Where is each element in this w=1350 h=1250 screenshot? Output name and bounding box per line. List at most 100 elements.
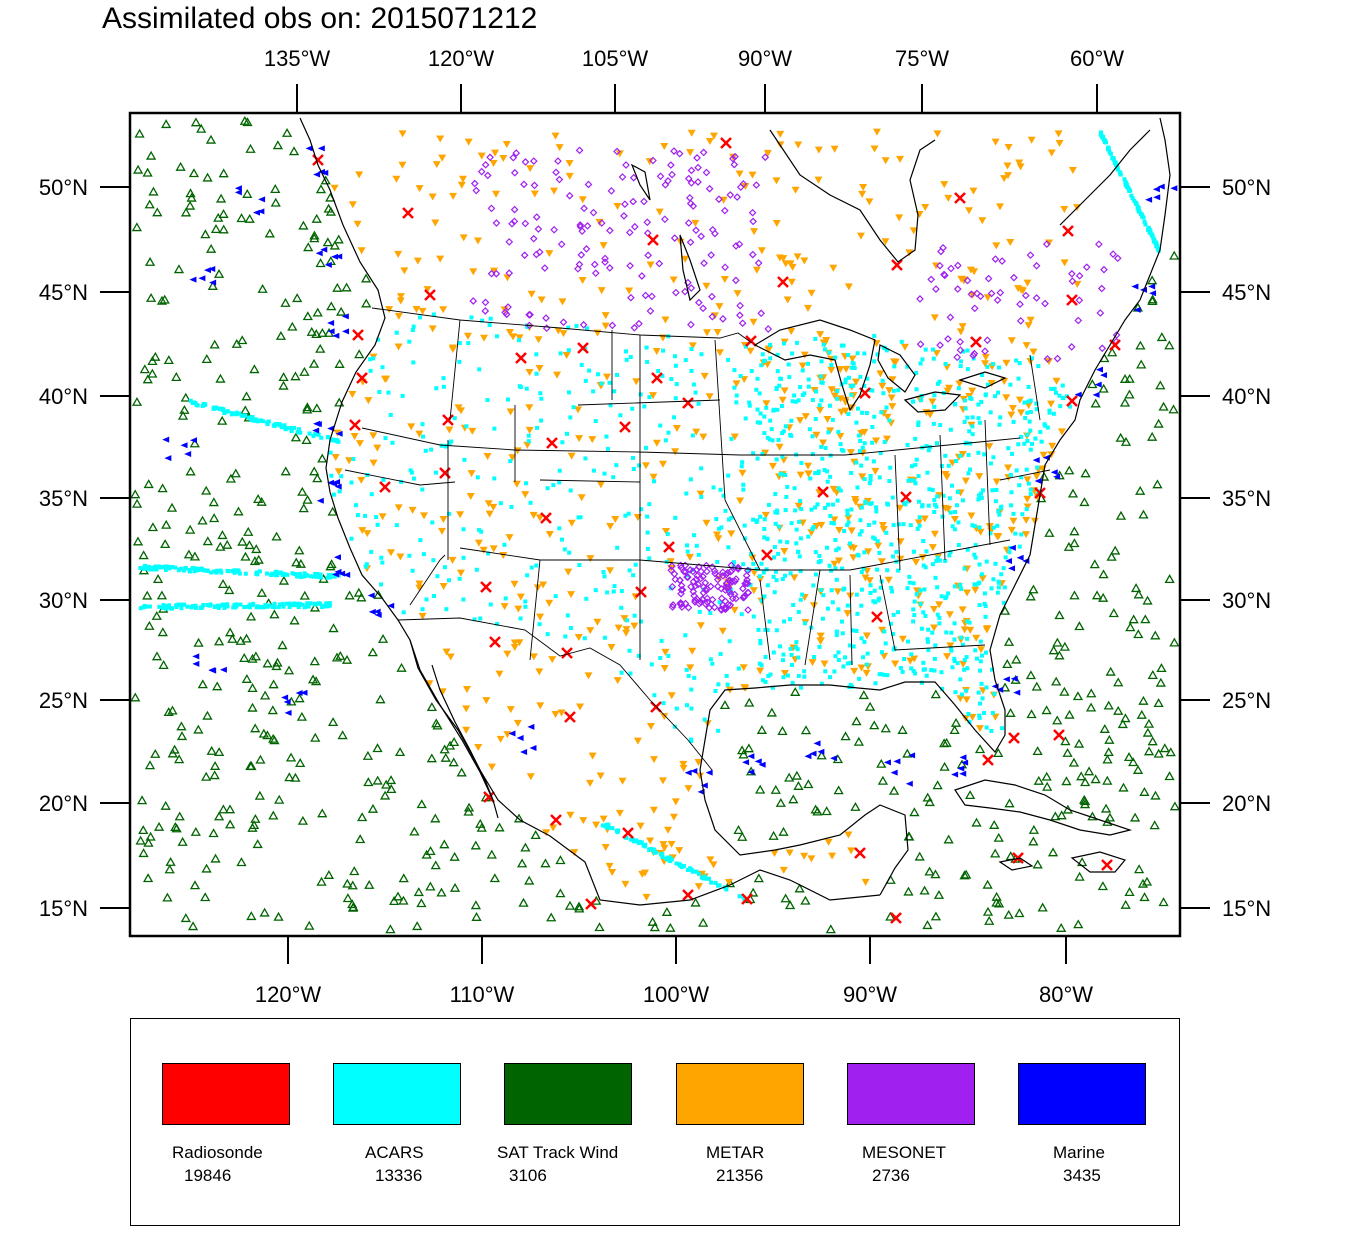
metar-marker <box>878 522 887 530</box>
acars-marker <box>697 609 702 614</box>
acars-marker <box>641 843 646 848</box>
sat-marker <box>239 115 250 125</box>
meso-marker <box>621 200 629 209</box>
metar-marker <box>646 837 655 845</box>
acars-marker <box>869 501 874 506</box>
sat-marker <box>206 745 217 755</box>
metar-marker <box>971 586 980 594</box>
acars-marker <box>905 364 910 369</box>
acars-marker <box>486 551 491 556</box>
acars-marker <box>798 536 803 541</box>
acars-marker <box>430 520 435 525</box>
acars-marker <box>639 507 644 512</box>
acars-marker <box>932 497 937 502</box>
sat-marker <box>1031 681 1042 691</box>
acars-marker <box>410 328 415 333</box>
metar-marker <box>567 519 576 527</box>
acars-marker <box>862 477 867 482</box>
acars-marker <box>965 367 970 372</box>
metar-marker <box>780 387 789 395</box>
acars-marker <box>565 613 570 618</box>
marine-marker <box>747 769 755 776</box>
marine-marker <box>1034 478 1042 485</box>
sat-marker <box>152 574 164 583</box>
meso-marker <box>702 586 711 595</box>
metar-marker <box>449 192 458 200</box>
acars-marker <box>788 432 793 437</box>
metar-marker <box>750 228 759 236</box>
acars-marker <box>935 612 940 617</box>
meso-marker <box>738 319 747 328</box>
meso-marker <box>953 353 962 362</box>
acars-marker <box>283 572 288 577</box>
sat-marker <box>283 665 295 675</box>
acars-marker <box>838 442 843 447</box>
sat-marker <box>316 876 327 886</box>
marine-marker <box>961 759 969 766</box>
meso-marker <box>670 570 679 578</box>
sat-marker <box>524 875 535 885</box>
sat-marker <box>164 864 175 874</box>
metar-marker <box>972 634 981 642</box>
meso-marker <box>739 180 748 188</box>
acars-marker <box>1058 404 1063 409</box>
meso-marker <box>520 180 528 189</box>
acars-marker <box>980 488 985 493</box>
sat-marker <box>284 772 295 782</box>
metar-marker <box>981 360 990 368</box>
sat-marker <box>489 873 500 883</box>
sat-marker <box>290 772 301 782</box>
acars-marker <box>889 542 894 547</box>
sat-marker <box>736 745 748 755</box>
acars-marker <box>408 468 413 473</box>
metar-marker <box>935 492 944 500</box>
sat-marker <box>1079 497 1090 507</box>
meso-marker <box>481 160 490 169</box>
acars-marker <box>322 604 327 609</box>
marine-marker <box>996 686 1004 693</box>
meso-marker <box>969 351 978 360</box>
metar-marker <box>702 519 711 527</box>
acars-marker <box>269 573 274 578</box>
metar-marker <box>830 145 839 153</box>
sat-marker <box>209 770 220 780</box>
sat-marker <box>132 164 144 174</box>
sat-marker <box>224 627 236 637</box>
acars-marker <box>982 591 987 596</box>
acars-marker <box>162 604 167 609</box>
metar-marker <box>830 392 839 400</box>
acars-marker <box>574 323 579 328</box>
sat-marker <box>280 466 291 476</box>
metar-marker <box>966 626 975 634</box>
metar-marker <box>1004 464 1013 472</box>
acars-marker <box>797 519 802 524</box>
acars-marker <box>857 449 862 454</box>
acars-marker <box>983 614 988 619</box>
sat-marker <box>209 513 220 523</box>
metar-marker <box>502 141 511 149</box>
sat-marker <box>142 167 153 177</box>
marine-marker <box>305 145 313 152</box>
metar-marker <box>779 866 788 874</box>
acars-marker <box>872 520 877 525</box>
acars-marker <box>882 629 887 634</box>
meso-marker <box>732 575 740 583</box>
metar-marker <box>357 247 366 255</box>
metar-marker <box>671 448 680 456</box>
metar-marker <box>525 426 534 434</box>
metar-marker <box>750 569 759 577</box>
lat-label-left: 50°N <box>39 175 88 200</box>
acars-marker <box>584 326 589 331</box>
acars-marker <box>835 498 840 503</box>
metar-marker <box>1047 149 1056 157</box>
acars-marker <box>798 385 803 390</box>
acars-marker <box>796 549 801 554</box>
acars-marker <box>780 431 785 436</box>
sat-marker <box>1032 746 1043 756</box>
metar-marker <box>1048 442 1057 450</box>
sat-marker <box>876 758 887 768</box>
sat-marker <box>297 486 308 496</box>
metar-marker <box>638 870 647 878</box>
acars-marker <box>757 661 762 666</box>
lat-label-right: 40°N <box>1222 384 1271 409</box>
